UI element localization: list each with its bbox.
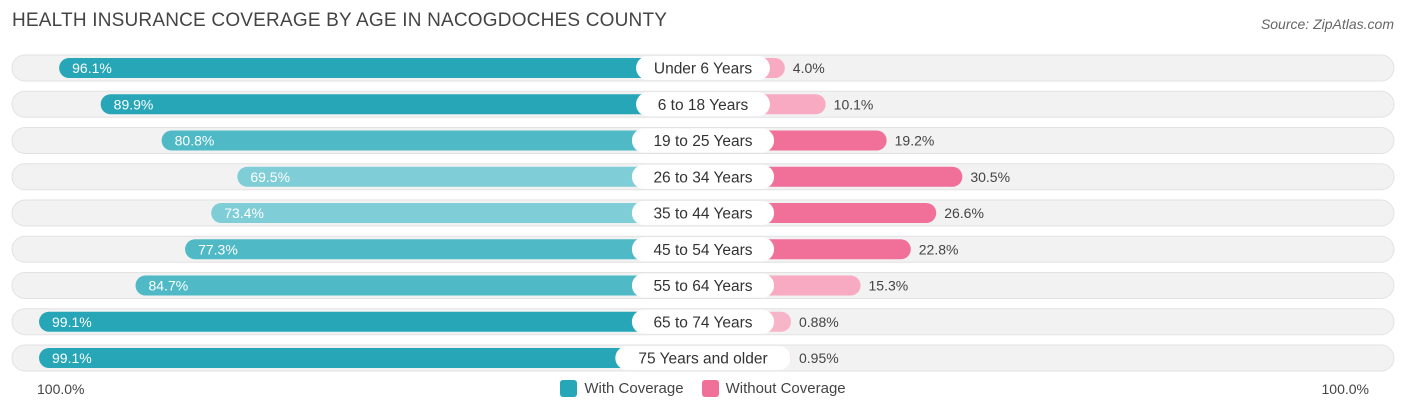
bar-with-coverage xyxy=(135,275,703,296)
category-label: 75 Years and older xyxy=(638,351,767,368)
legend-swatch-with xyxy=(560,380,578,397)
category-label: 35 to 44 Years xyxy=(653,206,752,223)
bar-with-coverage xyxy=(59,58,703,78)
label-with-coverage: 99.1% xyxy=(52,314,92,330)
label-with-coverage: 73.4% xyxy=(224,205,264,221)
legend-label-with: With Coverage xyxy=(584,380,684,397)
category-label: 26 to 34 Years xyxy=(653,169,752,186)
axis-left-label: 100.0% xyxy=(37,381,85,397)
source-note: Source: ZipAtlas.com xyxy=(1260,16,1394,32)
label-without-coverage: 0.88% xyxy=(799,314,839,330)
bar-with-coverage xyxy=(211,203,703,223)
category-label: 45 to 54 Years xyxy=(653,242,752,259)
bar-with-coverage xyxy=(161,130,703,151)
label-without-coverage: 0.95% xyxy=(799,350,839,366)
label-with-coverage: 80.8% xyxy=(175,133,215,149)
category-label: 19 to 25 Years xyxy=(653,133,752,150)
label-without-coverage: 15.3% xyxy=(869,278,909,294)
label-without-coverage: 19.2% xyxy=(895,133,935,149)
label-without-coverage: 10.1% xyxy=(834,96,874,112)
category-pill xyxy=(615,346,791,370)
chart-title: HEALTH INSURANCE COVERAGE BY AGE IN NACO… xyxy=(12,10,668,31)
label-without-coverage: 22.8% xyxy=(919,241,959,257)
label-with-coverage: 69.5% xyxy=(250,169,290,185)
legend: With Coverage Without Coverage xyxy=(0,380,1406,397)
label-with-coverage: 84.7% xyxy=(149,278,189,294)
label-without-coverage: 30.5% xyxy=(970,169,1010,185)
category-label: Under 6 Years xyxy=(654,61,752,78)
category-label: 65 to 74 Years xyxy=(653,314,752,331)
label-with-coverage: 77.3% xyxy=(198,241,238,257)
legend-item-without: Without Coverage xyxy=(701,380,846,397)
category-pill xyxy=(636,56,770,80)
label-with-coverage: 99.1% xyxy=(52,350,92,366)
legend-item-with: With Coverage xyxy=(560,380,684,397)
label-without-coverage: 26.6% xyxy=(944,205,984,221)
label-without-coverage: 4.0% xyxy=(793,60,825,76)
chart-canvas: 96.1% 4.0% Under 6 Years 89.9% 10.1% 6 to 18 … xyxy=(11,54,1395,372)
label-with-coverage: 96.1% xyxy=(72,60,112,76)
bar-with-coverage xyxy=(39,348,703,368)
axis-right-label: 100.0% xyxy=(1321,381,1369,397)
legend-swatch-without xyxy=(701,380,719,397)
category-pill xyxy=(631,201,775,225)
bar-with-coverage xyxy=(100,94,704,115)
legend-label-without: Without Coverage xyxy=(725,380,846,397)
category-pill xyxy=(631,237,775,262)
bar-with-coverage xyxy=(237,166,703,187)
category-pill xyxy=(631,128,775,153)
bar-with-coverage xyxy=(39,311,703,332)
category-label: 6 to 18 Years xyxy=(658,97,749,114)
category-label: 55 to 64 Years xyxy=(653,278,752,295)
label-with-coverage: 89.9% xyxy=(114,96,154,112)
category-pill xyxy=(631,164,775,189)
category-pill xyxy=(631,273,775,298)
category-pill xyxy=(636,92,770,117)
bar-with-coverage xyxy=(185,239,704,260)
category-pill xyxy=(631,309,775,334)
